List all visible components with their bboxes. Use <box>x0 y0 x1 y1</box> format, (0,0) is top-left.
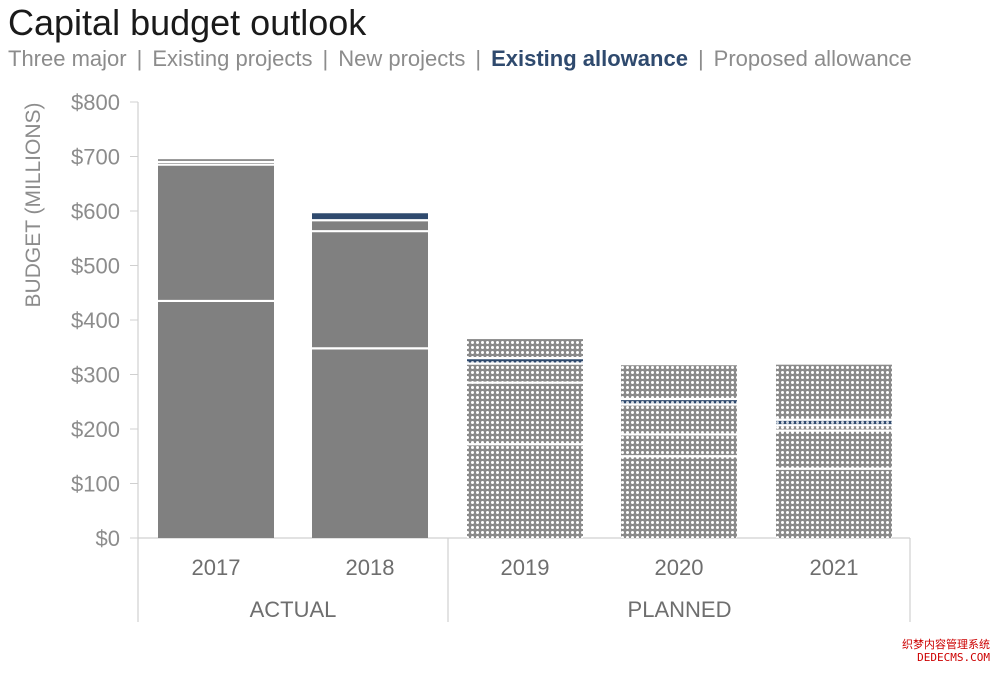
bar-stack <box>621 365 737 538</box>
legend-separator: | <box>697 46 704 71</box>
legend-item: New projects <box>338 46 466 71</box>
bar-segment <box>776 430 892 469</box>
bar-segment <box>467 382 583 445</box>
legend: Three major | Existing projects | New projec… <box>8 46 912 72</box>
bar-segment <box>776 364 892 420</box>
bar-segment <box>776 419 892 426</box>
bar-stack <box>776 364 892 538</box>
y-tick-label: $800 <box>71 90 120 115</box>
bar-segment <box>467 444 583 538</box>
bar-segment <box>467 339 583 359</box>
bar-segment <box>312 220 428 232</box>
bar-segment <box>158 159 274 162</box>
watermark-line-2: DEDECMS.COM <box>917 651 990 664</box>
chart-title: Capital budget outlook <box>8 2 367 43</box>
bar-segment <box>621 399 737 405</box>
y-tick-label: $400 <box>71 308 120 333</box>
legend-separator: | <box>136 46 143 71</box>
x-tick-label: 2018 <box>346 555 395 580</box>
bar-segment <box>621 365 737 400</box>
bar-segment <box>776 468 892 538</box>
watermark-line-1: 织梦内容管理系统 <box>902 638 990 651</box>
y-tick-label: $100 <box>71 472 120 497</box>
x-tick-label: 2020 <box>655 555 704 580</box>
x-tick-label: 2019 <box>501 555 550 580</box>
bar-segment <box>621 456 737 538</box>
bar-segment <box>158 164 274 301</box>
bar-segment <box>312 231 428 349</box>
bar-stack <box>158 159 274 538</box>
legend-item: Existing allowance <box>491 46 688 71</box>
watermark: 织梦内容管理系统 DEDECMS.COM <box>902 638 990 664</box>
legend-item: Existing projects <box>152 46 313 71</box>
y-tick-label: $200 <box>71 417 120 442</box>
group-label: ACTUAL <box>250 597 337 622</box>
legend-item: Proposed allowance <box>713 46 912 71</box>
y-tick-label: $500 <box>71 254 120 279</box>
bar-stack <box>467 339 583 538</box>
y-tick-label: $300 <box>71 363 120 388</box>
bar-stack <box>312 210 428 538</box>
legend-separator: | <box>475 46 482 71</box>
y-tick-label: $0 <box>96 526 120 551</box>
group-label: PLANNED <box>628 597 732 622</box>
bar-segment <box>467 358 583 364</box>
bar-segment <box>312 348 428 538</box>
bar-segment <box>467 363 583 383</box>
bar-segment <box>621 404 737 435</box>
bar-segment <box>312 212 428 221</box>
bar-segment <box>158 161 274 165</box>
legend-item: Three major <box>8 46 127 71</box>
bar-segment <box>776 425 892 431</box>
y-axis-label: BUDGET (MILLIONS) <box>22 103 45 308</box>
x-tick-label: 2017 <box>192 555 241 580</box>
y-tick-label: $600 <box>71 199 120 224</box>
bar-segment <box>621 434 737 457</box>
bar-segment <box>158 300 274 538</box>
legend-separator: | <box>322 46 329 71</box>
x-tick-label: 2021 <box>810 555 859 580</box>
y-tick-label: $700 <box>71 145 120 170</box>
